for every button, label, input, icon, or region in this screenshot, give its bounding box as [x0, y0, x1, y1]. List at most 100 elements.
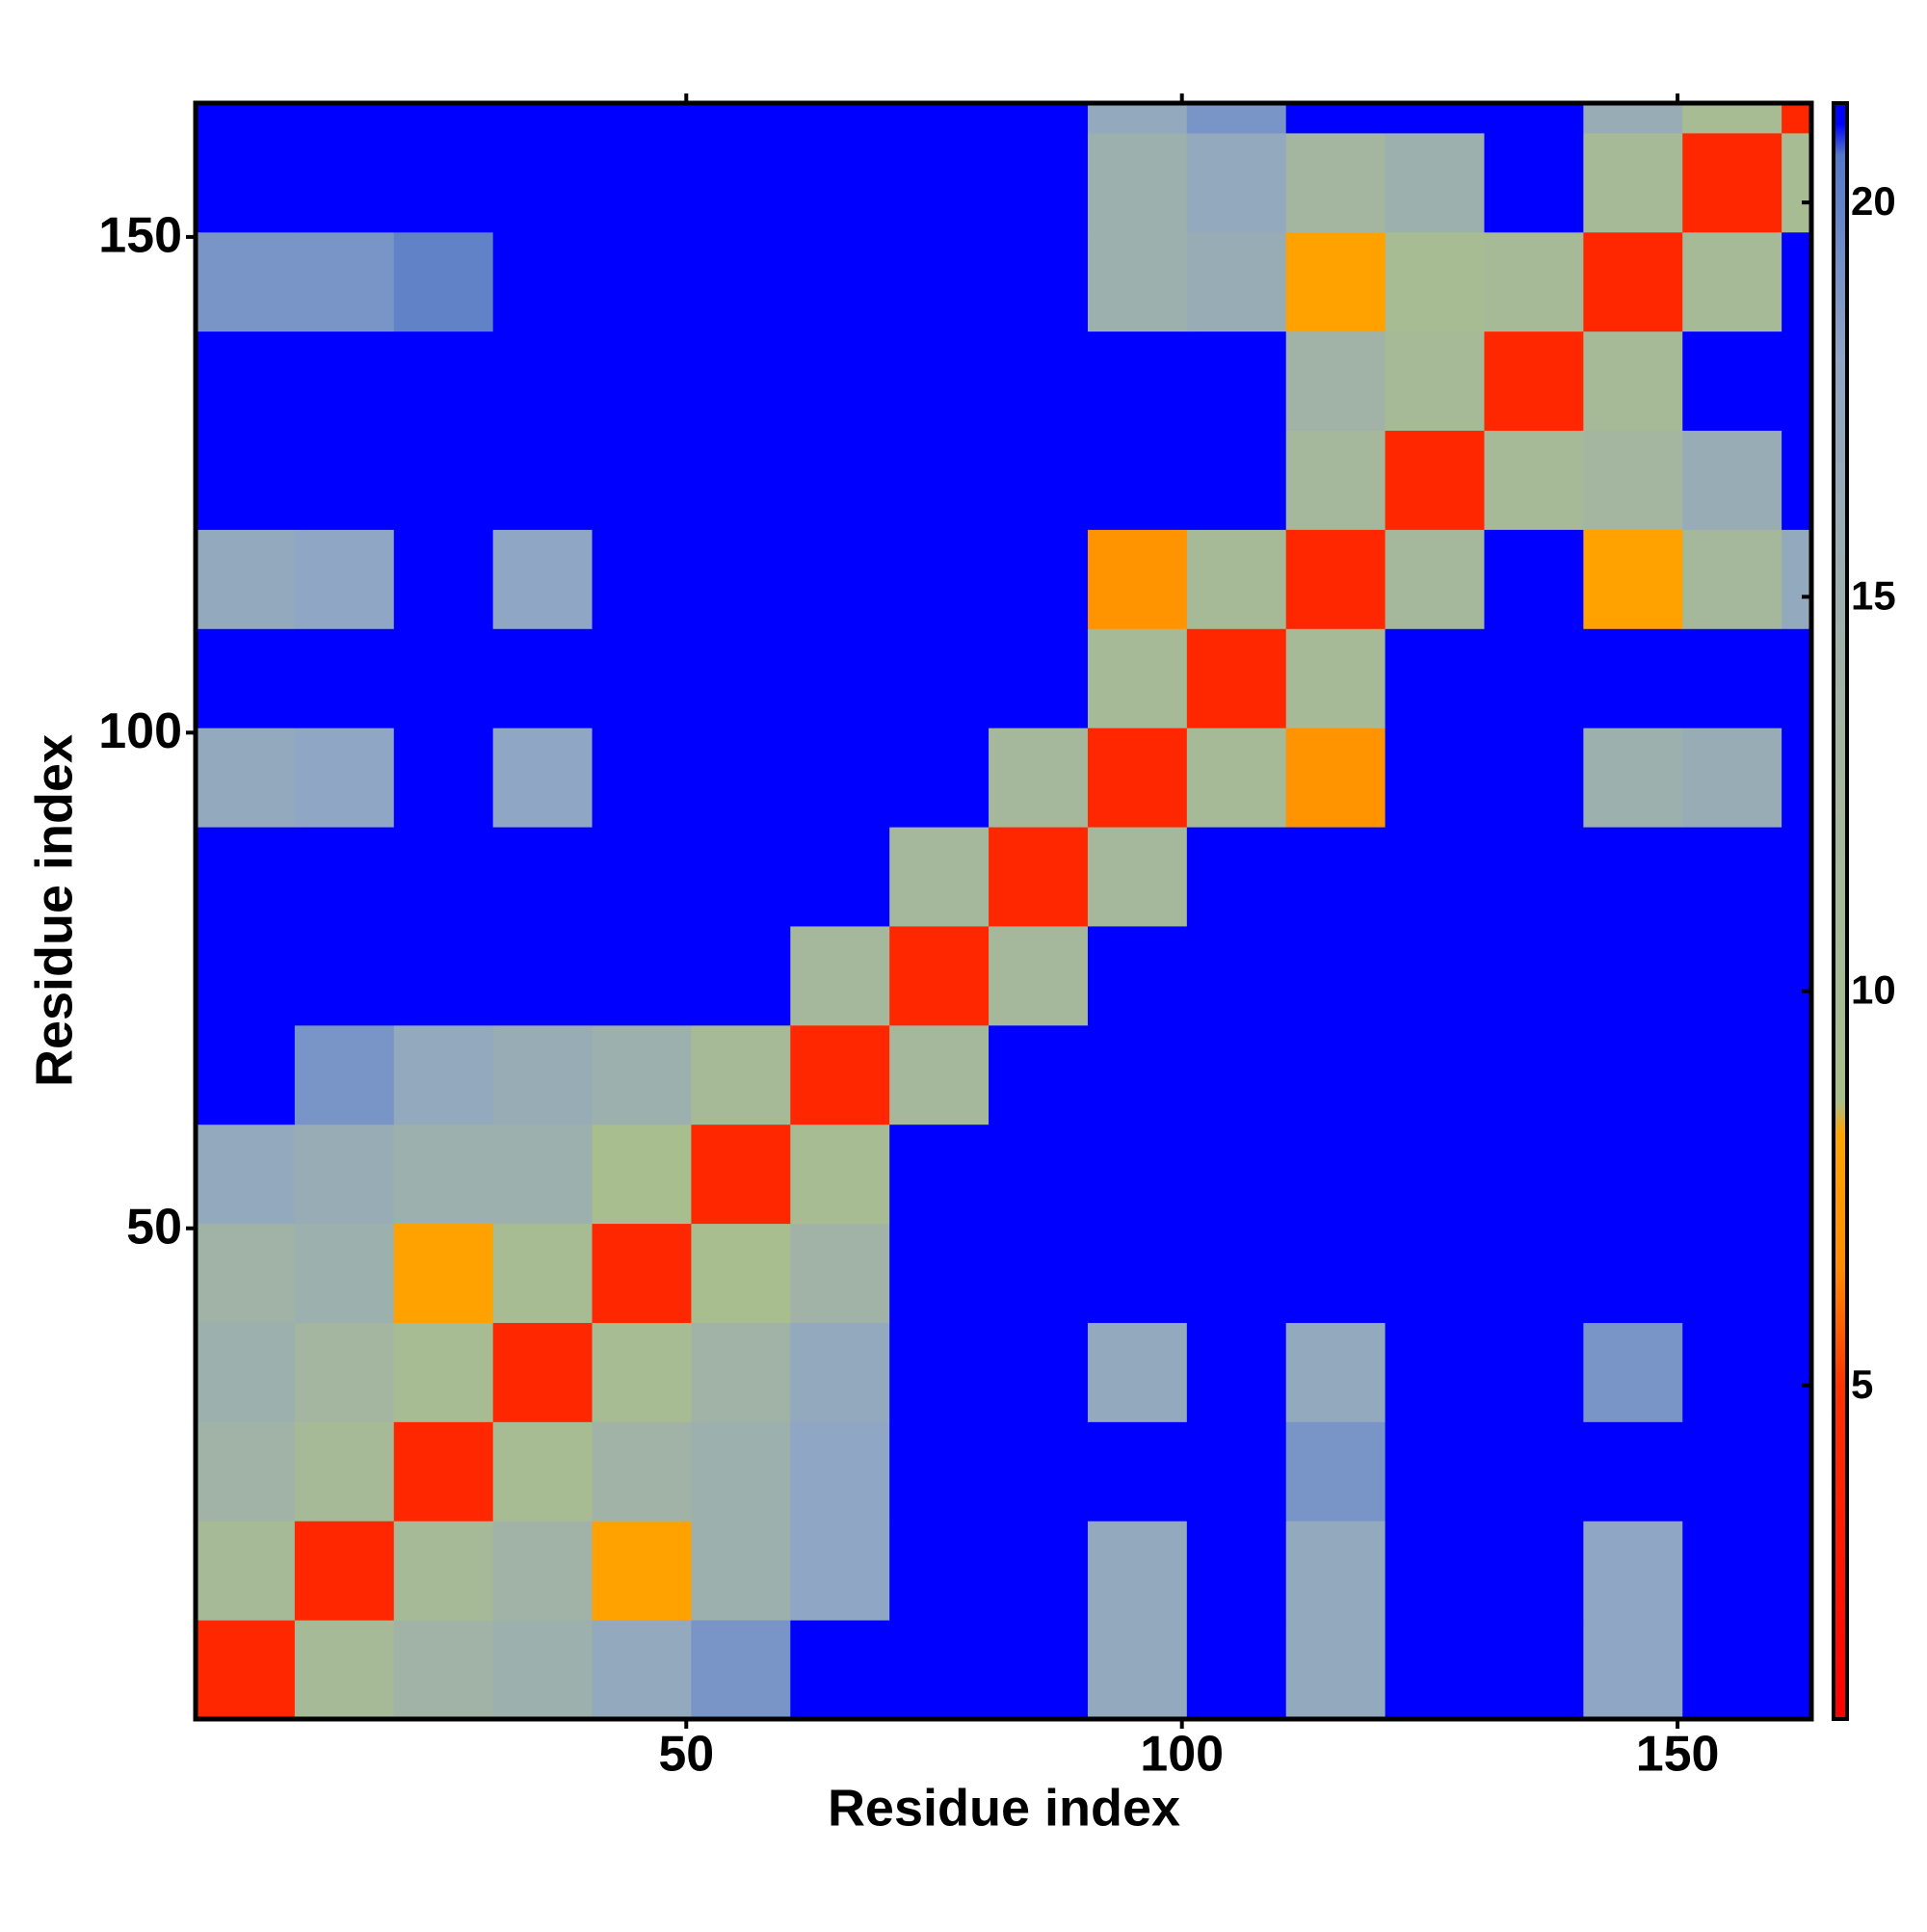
heatmap-cell	[1682, 925, 1782, 1026]
heatmap-cell	[492, 430, 594, 530]
heatmap-cell	[1087, 728, 1188, 828]
heatmap-cell	[196, 231, 296, 332]
heatmap-cell	[1782, 1124, 1812, 1225]
heatmap-cell	[790, 1124, 890, 1225]
heatmap-cell	[790, 103, 890, 134]
heatmap-cell	[889, 132, 990, 233]
heatmap-cell	[492, 728, 594, 828]
heatmap-cell	[1782, 132, 1812, 233]
heatmap-cell	[1087, 628, 1188, 728]
heatmap-cell	[1087, 925, 1188, 1026]
heatmap-cell	[196, 1620, 296, 1720]
heatmap-cell	[889, 1024, 990, 1125]
heatmap-cell	[492, 132, 594, 233]
heatmap-cell	[1583, 529, 1683, 629]
y-axis-label: Residue index	[25, 734, 83, 1087]
heatmap-cell	[1484, 1223, 1584, 1323]
heatmap-cell	[196, 827, 296, 927]
heatmap-cell	[1484, 1124, 1584, 1225]
heatmap-cell	[1385, 1421, 1485, 1522]
heatmap-cell	[790, 132, 890, 233]
heatmap-cell	[1186, 628, 1287, 728]
heatmap-cell	[1186, 925, 1287, 1026]
heatmap-cell	[294, 529, 395, 629]
heatmap-cell	[790, 529, 890, 629]
heatmap-cell	[1583, 827, 1683, 927]
heatmap-cell	[989, 1521, 1089, 1621]
heatmap-cell	[1782, 628, 1812, 728]
heatmap-cell	[1186, 430, 1287, 530]
heatmap-cell	[691, 132, 791, 233]
heatmap-cell	[691, 1521, 791, 1621]
heatmap-cell	[790, 1521, 890, 1621]
heatmap-cell	[889, 1521, 990, 1621]
colorbar	[1832, 101, 1849, 1721]
heatmap-cell	[196, 1322, 296, 1422]
heatmap-cell	[1782, 1223, 1812, 1323]
heatmap-cell	[1782, 1421, 1812, 1522]
heatmap-cell	[393, 132, 494, 233]
heatmap-cell	[889, 1124, 990, 1225]
heatmap-cell	[989, 529, 1089, 629]
heatmap-cell	[1682, 529, 1782, 629]
heatmap-cell	[1782, 1322, 1812, 1422]
heatmap-cell	[1087, 132, 1188, 233]
heatmap-cell	[393, 1521, 494, 1621]
heatmap-cell	[1682, 103, 1782, 134]
y-tick-label: 100	[98, 703, 182, 759]
heatmap-cell	[592, 430, 692, 530]
heatmap-cell	[1285, 331, 1386, 432]
heatmap-cell	[691, 1223, 791, 1323]
heatmap-cell	[989, 1421, 1089, 1522]
heatmap-cell	[592, 1322, 692, 1422]
heatmap-cell	[592, 1124, 692, 1225]
heatmap-cell	[393, 1620, 494, 1720]
colorbar-tick-label: 10	[1851, 967, 1896, 1013]
heatmap-cell	[889, 827, 990, 927]
heatmap-cell	[1087, 1124, 1188, 1225]
heatmap-cell	[889, 529, 990, 629]
heatmap-cell	[1087, 231, 1188, 332]
heatmap-cell	[393, 231, 494, 332]
heatmap-cell	[691, 728, 791, 828]
heatmap-cell	[1385, 231, 1485, 332]
heatmap-cell	[1186, 1322, 1287, 1422]
heatmap-cell	[1186, 1521, 1287, 1621]
heatmap-cell	[1484, 827, 1584, 927]
heatmap-cell	[492, 925, 594, 1026]
heatmap-cell	[393, 331, 494, 432]
heatmap-cell	[1484, 925, 1584, 1026]
heatmap-cell	[1583, 231, 1683, 332]
heatmap-cell	[1583, 628, 1683, 728]
heatmap-cell	[393, 1421, 494, 1522]
heatmap-cell	[1385, 529, 1485, 629]
heatmap-cell	[1782, 529, 1812, 629]
heatmap-cell	[889, 1322, 990, 1422]
heatmap-cell	[393, 1024, 494, 1125]
heatmap-cell	[989, 1024, 1089, 1125]
heatmap-cell	[1087, 529, 1188, 629]
heatmap-cell	[1285, 1024, 1386, 1125]
heatmap-cell	[393, 529, 494, 629]
heatmap-cell	[1285, 132, 1386, 233]
heatmap-cell	[691, 331, 791, 432]
heatmap-cell	[1682, 1521, 1782, 1621]
heatmap-cell	[294, 430, 395, 530]
heatmap-cell	[196, 925, 296, 1026]
heatmap-cell	[492, 827, 594, 927]
heatmap-cell	[989, 1620, 1089, 1720]
heatmap-cell	[1186, 1223, 1287, 1323]
heatmap-cell	[196, 132, 296, 233]
heatmap-cell	[1285, 231, 1386, 332]
heatmap-cell	[1385, 103, 1485, 134]
heatmap-cell	[1285, 1223, 1386, 1323]
heatmap-cell	[393, 1124, 494, 1225]
heatmap-cell	[1285, 925, 1386, 1026]
x-axis-label: Residue index	[828, 1779, 1180, 1837]
heatmap-cell	[1285, 1124, 1386, 1225]
heatmap-cell	[1484, 1421, 1584, 1522]
heatmap-cell	[1583, 925, 1683, 1026]
heatmap-cell	[691, 1421, 791, 1522]
heatmap-cell	[691, 628, 791, 728]
heatmap-cell	[1583, 1024, 1683, 1125]
